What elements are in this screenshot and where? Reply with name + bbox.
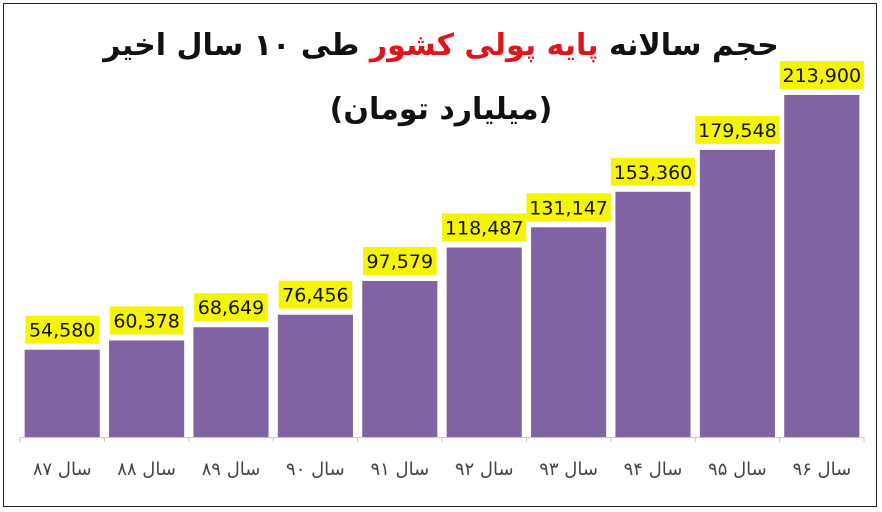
data-label-bg-2	[109, 306, 184, 335]
bar-10	[784, 94, 860, 437]
data-label-7: 131,147	[529, 197, 608, 219]
bar-2	[109, 340, 185, 437]
x-tick-label-5: سال ۹۱	[370, 459, 429, 480]
data-label-2: 60,378	[113, 310, 179, 332]
data-label-8: 153,360	[614, 162, 693, 184]
data-label-3: 68,649	[198, 297, 264, 319]
data-label-1: 54,580	[29, 320, 95, 342]
data-label-bg-7	[526, 193, 611, 222]
x-tick-label-1: سال ۸۷	[33, 459, 92, 480]
bar-3	[193, 327, 269, 437]
chart-title: حجم سالانه پایه پولی کشور طی ۱۰ سال اخیر	[0, 28, 882, 63]
data-label-bg-3	[194, 293, 268, 322]
data-label-10: 213,900	[783, 65, 862, 87]
bar-5	[362, 280, 438, 437]
title-part-before: حجم سالانه	[608, 28, 779, 63]
bar-4	[277, 314, 353, 437]
data-label-4: 76,456	[282, 285, 348, 307]
data-label-bg-6	[442, 213, 527, 242]
data-label-6: 118,487	[445, 218, 524, 240]
x-tick-label-6: سال ۹۲	[455, 459, 514, 480]
data-label-5: 97,579	[367, 251, 433, 273]
x-tick-label-9: سال ۹۵	[708, 459, 767, 480]
bar-8	[615, 191, 691, 437]
title-part-after: طی ۱۰ سال اخیر	[103, 28, 360, 63]
x-tick-label-2: سال ۸۸	[117, 459, 176, 480]
bar-1	[24, 349, 100, 437]
x-tick-label-10: سال ۹۶	[792, 459, 851, 480]
bar-6	[446, 247, 522, 437]
x-tick-label-3: سال ۸۹	[202, 459, 261, 480]
data-label-bg-8	[610, 157, 696, 186]
data-label-bg-4	[278, 280, 353, 309]
x-tick-label-7: سال ۹۳	[539, 459, 598, 480]
x-tick-label-4: سال ۹۰	[286, 459, 345, 480]
x-tick-label-8: سال ۹۴	[624, 459, 683, 480]
bar-9	[699, 149, 775, 438]
title-part-highlight: پایه پولی کشور	[369, 28, 599, 63]
bar-7	[531, 227, 607, 437]
data-label-bg-9	[695, 115, 780, 144]
data-label-bg-1	[25, 315, 99, 344]
data-label-9: 179,548	[698, 120, 777, 142]
data-label-bg-5	[363, 246, 437, 275]
chart-subtitle: (میلیارد تومان)	[329, 92, 553, 127]
data-label-bg-10	[779, 60, 864, 89]
